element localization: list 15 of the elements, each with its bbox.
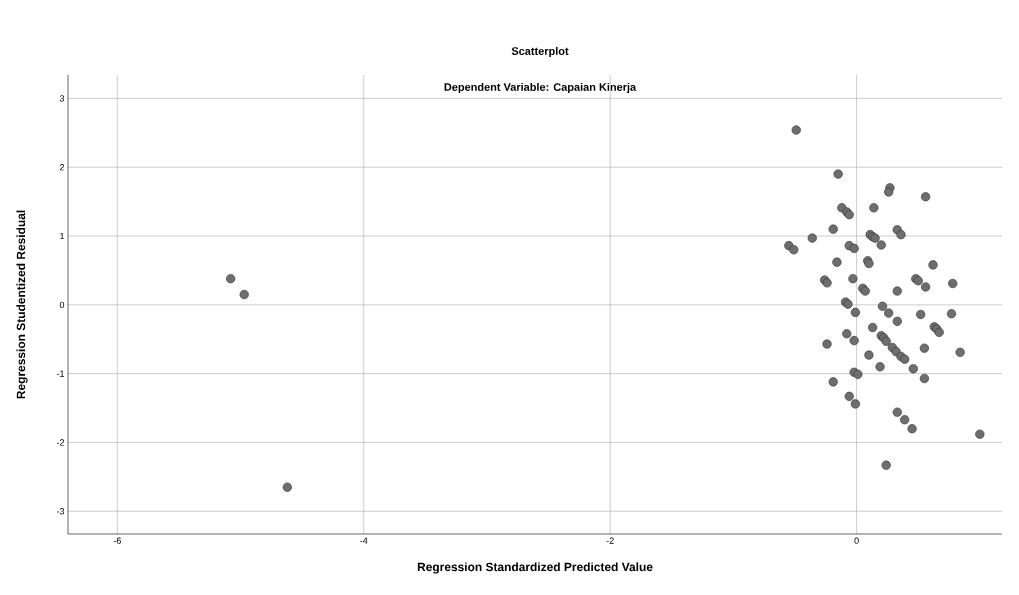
y-tick-label: 1 [60, 232, 65, 240]
y-axis-title: Regression Studentized Residual [16, 210, 28, 399]
x-tick-label: 0 [854, 537, 859, 544]
chart-title: Scatterplot [511, 46, 569, 58]
y-tick-label: 3 [59, 95, 65, 102]
y-tick-label: -3 [56, 508, 65, 515]
x-tick-label: -2 [606, 537, 614, 544]
y-tick-label: -1 [56, 370, 65, 377]
x-axis-title: Regression Standardized Predicted Value [417, 562, 653, 574]
x-tick-label: -4 [360, 537, 368, 544]
text: Dependent Variable: Capaian Kinerja [444, 82, 637, 94]
x-tick-label: -6 [113, 537, 121, 544]
y-tick-label: -2 [56, 439, 65, 446]
y-tick-label: 0 [59, 301, 65, 309]
y-tick-label: 2 [59, 164, 65, 171]
